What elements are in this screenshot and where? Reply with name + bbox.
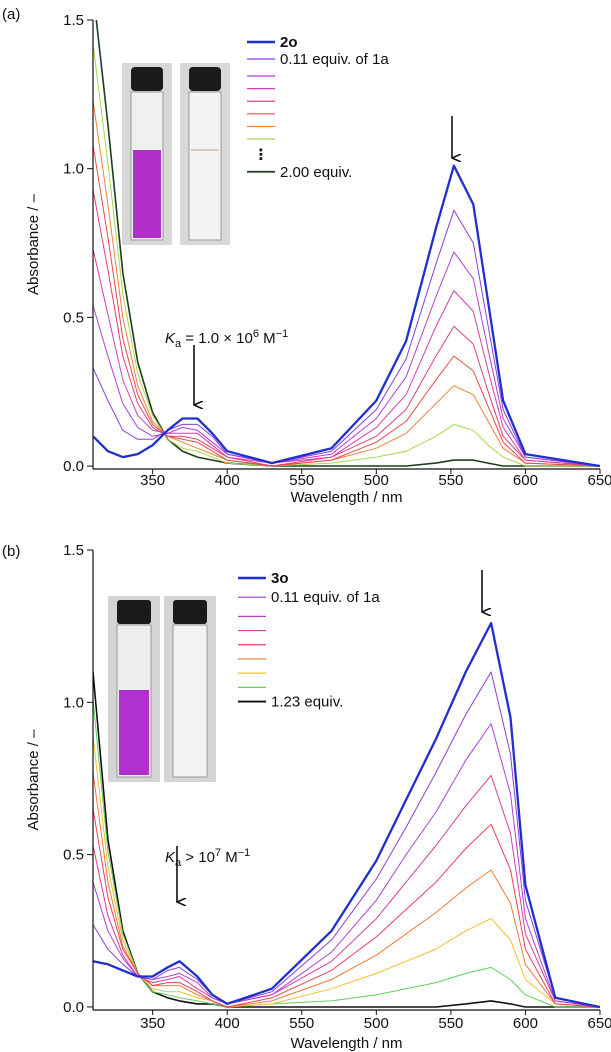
plot-lines [93,621,600,1009]
x-axis-title: Wavelength / nm [291,1035,403,1052]
legend-label: 1.23 equiv. [271,694,343,711]
legend-label: 3o [271,570,289,587]
x-tick-label: 650 [587,1015,611,1032]
legend-label: 0.11 equiv. of 1a [280,51,389,68]
y-tick-label: 1.0 [63,694,84,711]
plot-lines [93,20,600,468]
x-tick-label: 400 [215,472,240,489]
y-axis-title: Absorbance / – [25,193,42,295]
ka-unit-superscript: −1 [238,847,251,859]
legend-label: 2o [280,34,298,51]
binding-constant: Ka > 107 M−1 [165,847,250,869]
spectrum-line [93,621,600,1009]
x-tick-label: 600 [513,472,538,489]
y-axis-title: Absorbance / – [25,729,42,831]
x-tick-label: 600 [513,1015,538,1032]
vial-photo [108,596,216,782]
ka-subscript: a [175,338,182,350]
spectrum-line [93,164,600,468]
x-tick-label: 550 [289,472,314,489]
spectrum-line [93,774,600,1008]
legend-label: 2.00 equiv. [280,164,352,181]
vial-photo [122,63,230,245]
x-tick-label: 550 [438,472,463,489]
ka-text: > 10 [181,849,215,866]
y-tick-label: 1.5 [63,12,84,29]
y-tick-label: 1.5 [63,542,84,559]
ka-unit: M [221,849,238,866]
x-tick-label: 350 [140,472,165,489]
x-tick-label: 650 [587,472,611,489]
ka-unit-superscript: −1 [276,328,289,340]
y-tick-label: 0.0 [63,999,84,1016]
x-axis-title: Wavelength / nm [291,489,403,506]
panel-label: (b) [2,543,20,560]
legend-ellipsis: ⋮ [254,147,269,164]
binding-constant: Ka = 1.0 × 106 M−1 [165,328,288,350]
x-tick-label: 400 [215,1015,240,1032]
x-tick-label: 500 [364,1015,389,1032]
ka-subscript: a [175,857,182,869]
panel-label: (a) [2,6,20,23]
ka-symbol: K [165,330,176,347]
x-tick-label: 550 [438,1015,463,1032]
x-tick-label: 550 [289,1015,314,1032]
ka-text: = 1.0 × 10 [181,330,253,347]
y-tick-label: 0.5 [63,847,84,864]
y-tick-label: 0.5 [63,309,84,326]
x-tick-label: 500 [364,472,389,489]
y-tick-label: 1.0 [63,161,84,178]
y-tick-label: 0.0 [63,458,84,475]
ka-unit: M [259,330,276,347]
ka-superscript: 6 [253,328,259,340]
x-tick-label: 350 [140,1015,165,1032]
ka-symbol: K [165,849,176,866]
legend-label: 0.11 equiv. of 1a [271,589,380,606]
spectrum-line [93,189,600,467]
ka-superscript: 7 [215,847,221,859]
